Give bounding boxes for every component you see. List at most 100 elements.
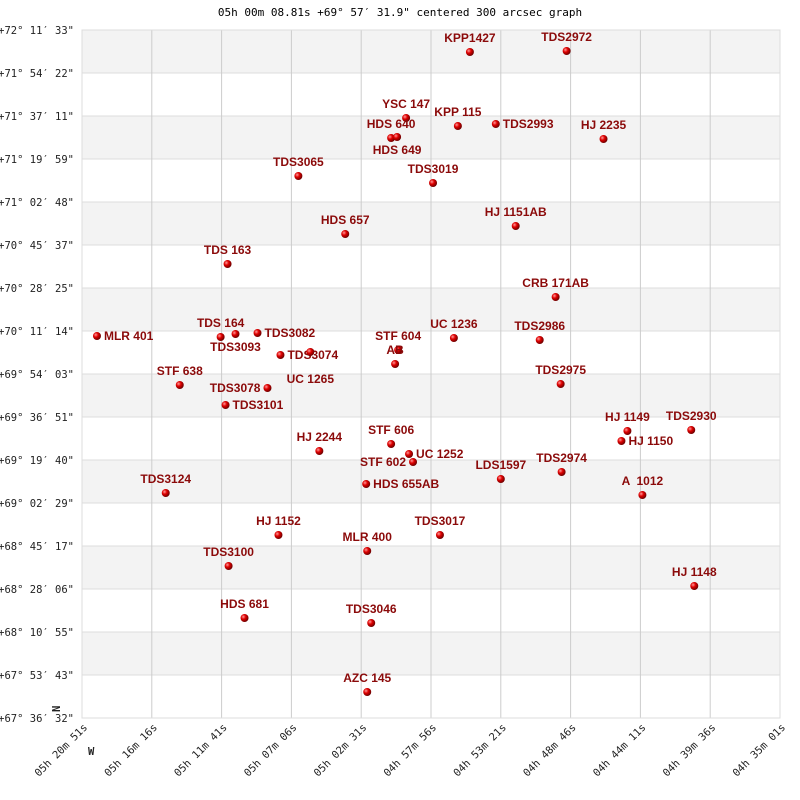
star-label: TDS3017 — [415, 514, 466, 528]
star-marker — [391, 360, 400, 369]
star-marker — [231, 329, 240, 338]
x-tick-label: 05h 07m 06s — [242, 722, 300, 780]
star-label: MLR 401 — [104, 329, 154, 343]
star-marker — [551, 292, 560, 301]
star-label: TDS3101 — [233, 398, 284, 412]
star-label: STF 638 — [157, 364, 203, 378]
star-label: MLR 400 — [343, 530, 393, 544]
star-point: AZC 145 — [343, 671, 392, 697]
star-marker — [617, 437, 626, 446]
star-marker — [387, 439, 396, 448]
y-tick-label: +68° 45′ 17" — [0, 541, 74, 553]
y-tick-label: +68° 10′ 55" — [0, 627, 74, 639]
star-marker — [393, 133, 402, 142]
star-marker — [253, 328, 262, 337]
star-label: TDS3046 — [346, 602, 397, 616]
star-label: TDS3100 — [203, 545, 254, 559]
star-label: TDS2986 — [514, 319, 565, 333]
y-tick-label: +67° 53′ 43" — [0, 670, 74, 682]
y-tick-label: +68° 28′ 06" — [0, 584, 74, 596]
star-point: AB — [386, 343, 404, 369]
star-point: KPP 115 — [434, 105, 482, 131]
y-tick-label: +69° 02′ 29" — [0, 498, 74, 510]
star-marker — [216, 332, 225, 341]
star-marker — [435, 530, 444, 539]
star-label: AB — [386, 343, 404, 357]
star-label: TDS 164 — [197, 316, 245, 330]
y-tick-label: +69° 36′ 51" — [0, 412, 74, 424]
star-marker — [429, 178, 438, 187]
star-label: TDS3019 — [408, 162, 459, 176]
star-point: TDS3100 — [203, 545, 254, 570]
star-marker — [341, 230, 350, 239]
star-marker — [240, 614, 249, 623]
star-marker — [294, 172, 303, 181]
star-point: TDS3082 — [253, 326, 316, 340]
x-tick-label: 05h 16m 16s — [102, 722, 160, 780]
star-point: TDS2975 — [535, 363, 586, 388]
x-tick-label: 04h 44m 11s — [591, 722, 649, 780]
star-marker — [175, 381, 184, 390]
star-point: HJ 1150 — [617, 434, 673, 448]
star-label: TDS2972 — [541, 30, 592, 44]
star-marker — [511, 222, 520, 231]
y-tick-label: +69° 19′ 40" — [0, 455, 74, 467]
star-marker — [362, 479, 371, 488]
star-marker — [687, 426, 696, 435]
star-label: HJ 1149 — [605, 410, 650, 424]
star-label: TDS2930 — [666, 409, 717, 423]
star-label: TDS3078 — [210, 381, 261, 395]
star-marker — [394, 345, 403, 354]
star-point: MLR 400 — [343, 530, 393, 555]
star-marker — [491, 119, 500, 128]
star-point: LDS1597 — [475, 458, 527, 483]
star-point: HDS 657 — [321, 213, 370, 239]
star-point: TDS2930 — [666, 409, 717, 435]
star-label: HJ 1152 — [256, 514, 301, 528]
star-point: STF 606 — [368, 423, 414, 448]
star-marker — [224, 561, 233, 570]
x-tick-label: 04h 48m 46s — [521, 722, 579, 780]
star-label: UC 1252 — [416, 447, 464, 461]
star-point: TDS3093 — [210, 329, 261, 354]
star-label: TDS2974 — [536, 451, 587, 465]
star-point: TDS 163 — [204, 243, 252, 268]
star-marker — [363, 546, 372, 555]
star-label: HDS 655AB — [373, 477, 439, 491]
star-label: HDS 640 — [367, 117, 416, 131]
star-point: KPP1427 — [444, 31, 496, 57]
x-tick-label: 05h 02m 31s — [312, 722, 370, 780]
star-marker — [387, 133, 396, 142]
star-label: HDS 681 — [220, 597, 269, 611]
star-point: HJ 1151AB — [485, 205, 547, 231]
chart-title: 05h 00m 08.81s +69° 57′ 31.9" centered 3… — [217, 6, 583, 19]
star-label: LDS1597 — [475, 458, 526, 472]
star-marker — [405, 450, 414, 459]
star-marker — [274, 530, 283, 539]
x-tick-label: 04h 53m 21s — [451, 722, 509, 780]
star-marker — [465, 48, 474, 57]
star-point: TDS2993 — [491, 117, 554, 131]
star-point: HJ 1148 — [672, 565, 717, 591]
star-marker — [363, 688, 372, 697]
x-tick-label: 04h 35m 01s — [730, 722, 788, 780]
star-label: HDS 649 — [373, 143, 422, 157]
star-label: AZC 145 — [343, 671, 391, 685]
star-point: TDS3065 — [273, 155, 324, 181]
star-point: HDS 640 — [367, 117, 416, 142]
star-point: UC 1265 — [287, 347, 334, 386]
star-marker — [556, 379, 565, 388]
star-label: HDS 657 — [321, 213, 370, 227]
star-point: HDS 655AB — [362, 477, 440, 491]
star-point: TDS3101 — [221, 398, 284, 412]
star-label: CRB 171AB — [522, 276, 589, 290]
star-label: KPP1427 — [444, 31, 496, 45]
star-marker — [623, 426, 632, 435]
x-tick-label: 05h 11m 41s — [172, 722, 230, 780]
star-point: TDS3078 — [210, 381, 272, 395]
star-marker — [161, 488, 170, 497]
star-point: HJ 2244 — [297, 430, 342, 456]
y-tick-label: +71° 19′ 59" — [0, 154, 74, 166]
star-marker — [276, 350, 285, 359]
star-point: TDS2972 — [541, 30, 592, 55]
